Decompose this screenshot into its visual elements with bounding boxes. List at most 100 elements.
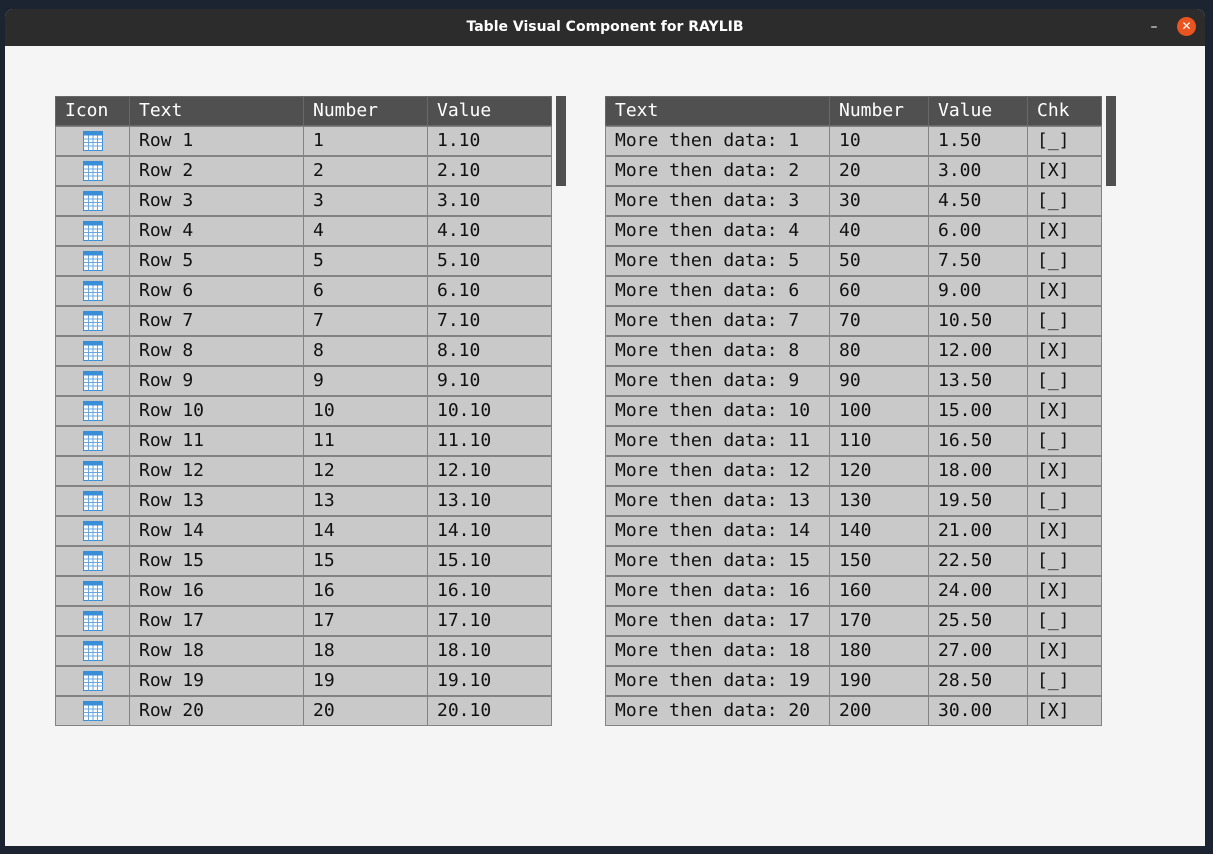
column-header-number[interactable]: Number xyxy=(829,96,929,126)
checkbox-cell[interactable]: [X] xyxy=(1027,696,1102,726)
cell-text: Row 1 xyxy=(129,126,304,156)
checkbox-cell[interactable]: [_] xyxy=(1027,546,1102,576)
checkbox-cell[interactable]: [_] xyxy=(1027,666,1102,696)
table-row[interactable]: Row 1 1 1.10 xyxy=(55,126,552,156)
table-row[interactable]: Row 6 6 6.10 xyxy=(55,276,552,306)
column-header-text[interactable]: Text xyxy=(129,96,304,126)
table-row[interactable]: More then data: 13 130 19.50 [_] xyxy=(605,486,1102,516)
checkbox-cell[interactable]: [_] xyxy=(1027,366,1102,396)
table-row[interactable]: Row 2 2 2.10 xyxy=(55,156,552,186)
checkbox-cell[interactable]: [X] xyxy=(1027,336,1102,366)
checkbox-cell[interactable]: [X] xyxy=(1027,516,1102,546)
cell-text: Row 10 xyxy=(129,396,304,426)
column-header-value[interactable]: Value xyxy=(928,96,1028,126)
table-row[interactable]: Row 18 18 18.10 xyxy=(55,636,552,666)
icon-cell xyxy=(55,666,130,696)
table-row[interactable]: Row 9 9 9.10 xyxy=(55,366,552,396)
cell-number: 130 xyxy=(829,486,929,516)
table-row[interactable]: More then data: 11 110 16.50 [_] xyxy=(605,426,1102,456)
cell-number: 150 xyxy=(829,546,929,576)
cell-value: 11.10 xyxy=(427,426,552,456)
table-row[interactable]: Row 17 17 17.10 xyxy=(55,606,552,636)
table-row[interactable]: More then data: 12 120 18.00 [X] xyxy=(605,456,1102,486)
table-row[interactable]: More then data: 4 40 6.00 [X] xyxy=(605,216,1102,246)
minimize-button[interactable]: – xyxy=(1150,19,1158,35)
checkbox-cell[interactable]: [X] xyxy=(1027,156,1102,186)
table-grid-icon xyxy=(82,611,103,631)
table-row[interactable]: Row 3 3 3.10 xyxy=(55,186,552,216)
checkbox-cell[interactable]: [_] xyxy=(1027,126,1102,156)
table-row[interactable]: More then data: 10 100 15.00 [X] xyxy=(605,396,1102,426)
table-row[interactable]: More then data: 9 90 13.50 [_] xyxy=(605,366,1102,396)
checkbox-cell[interactable]: [X] xyxy=(1027,576,1102,606)
table-row[interactable]: Row 14 14 14.10 xyxy=(55,516,552,546)
table-row[interactable]: More then data: 17 170 25.50 [_] xyxy=(605,606,1102,636)
cell-text: More then data: 11 xyxy=(605,426,830,456)
cell-number: 50 xyxy=(829,246,929,276)
table-row[interactable]: More then data: 15 150 22.50 [_] xyxy=(605,546,1102,576)
checkbox-cell[interactable]: [_] xyxy=(1027,606,1102,636)
cell-text: More then data: 2 xyxy=(605,156,830,186)
cell-value: 5.10 xyxy=(427,246,552,276)
table-row[interactable]: Row 19 19 19.10 xyxy=(55,666,552,696)
cell-value: 20.10 xyxy=(427,696,552,726)
table-row[interactable]: Row 7 7 7.10 xyxy=(55,306,552,336)
table-row[interactable]: Row 8 8 8.10 xyxy=(55,336,552,366)
table-row[interactable]: More then data: 20 200 30.00 [X] xyxy=(605,696,1102,726)
cell-text: Row 12 xyxy=(129,456,304,486)
cell-value: 4.50 xyxy=(928,186,1028,216)
table-row[interactable]: More then data: 18 180 27.00 [X] xyxy=(605,636,1102,666)
table-row[interactable]: More then data: 6 60 9.00 [X] xyxy=(605,276,1102,306)
table-row[interactable]: Row 13 13 13.10 xyxy=(55,486,552,516)
table-grid-icon xyxy=(82,311,103,331)
table-row[interactable]: Row 10 10 10.10 xyxy=(55,396,552,426)
table-row[interactable]: Row 20 20 20.10 xyxy=(55,696,552,726)
table-row[interactable]: More then data: 19 190 28.50 [_] xyxy=(605,666,1102,696)
table-row[interactable]: More then data: 14 140 21.00 [X] xyxy=(605,516,1102,546)
column-header-chk[interactable]: Chk xyxy=(1027,96,1102,126)
checkbox-cell[interactable]: [_] xyxy=(1027,186,1102,216)
checkbox-cell[interactable]: [X] xyxy=(1027,276,1102,306)
table-grid-icon xyxy=(82,701,103,721)
table-row[interactable]: More then data: 3 30 4.50 [_] xyxy=(605,186,1102,216)
cell-text: More then data: 20 xyxy=(605,696,830,726)
close-button[interactable]: ✕ xyxy=(1177,17,1196,36)
checkbox-cell[interactable]: [X] xyxy=(1027,636,1102,666)
checkbox-cell[interactable]: [_] xyxy=(1027,486,1102,516)
checkbox-cell[interactable]: [_] xyxy=(1027,246,1102,276)
column-header-value[interactable]: Value xyxy=(427,96,552,126)
table-row[interactable]: More then data: 2 20 3.00 [X] xyxy=(605,156,1102,186)
cell-value: 12.10 xyxy=(427,456,552,486)
checkbox-cell[interactable]: [_] xyxy=(1027,426,1102,456)
cell-value: 9.00 xyxy=(928,276,1028,306)
cell-text: Row 13 xyxy=(129,486,304,516)
table-row[interactable]: More then data: 7 70 10.50 [_] xyxy=(605,306,1102,336)
title-bar[interactable]: Table Visual Component for RAYLIB – ✕ xyxy=(5,9,1205,46)
data-table-scrollbar[interactable] xyxy=(1106,96,1116,186)
icon-table-scrollbar[interactable] xyxy=(556,96,566,186)
table-row[interactable]: Row 15 15 15.10 xyxy=(55,546,552,576)
cell-number: 3 xyxy=(303,186,428,216)
cell-number: 11 xyxy=(303,426,428,456)
data-table: Text Number Value Chk More then data: 1 10 1.5… xyxy=(605,96,1102,726)
table-row[interactable]: Row 12 12 12.10 xyxy=(55,456,552,486)
column-header-number[interactable]: Number xyxy=(303,96,428,126)
column-header-text[interactable]: Text xyxy=(605,96,830,126)
table-row[interactable]: More then data: 5 50 7.50 [_] xyxy=(605,246,1102,276)
table-row[interactable]: Row 11 11 11.10 xyxy=(55,426,552,456)
checkbox-cell[interactable]: [X] xyxy=(1027,396,1102,426)
cell-text: More then data: 4 xyxy=(605,216,830,246)
table-row[interactable]: Row 4 4 4.10 xyxy=(55,216,552,246)
table-row[interactable]: Row 5 5 5.10 xyxy=(55,246,552,276)
column-header-icon[interactable]: Icon xyxy=(55,96,130,126)
table-row[interactable]: More then data: 16 160 24.00 [X] xyxy=(605,576,1102,606)
table-row[interactable]: Row 16 16 16.10 xyxy=(55,576,552,606)
table-row[interactable]: More then data: 8 80 12.00 [X] xyxy=(605,336,1102,366)
checkbox-cell[interactable]: [_] xyxy=(1027,306,1102,336)
checkbox-cell[interactable]: [X] xyxy=(1027,456,1102,486)
cell-text: More then data: 17 xyxy=(605,606,830,636)
table-row[interactable]: More then data: 1 10 1.50 [_] xyxy=(605,126,1102,156)
checkbox-cell[interactable]: [X] xyxy=(1027,216,1102,246)
cell-text: More then data: 10 xyxy=(605,396,830,426)
cell-text: Row 6 xyxy=(129,276,304,306)
